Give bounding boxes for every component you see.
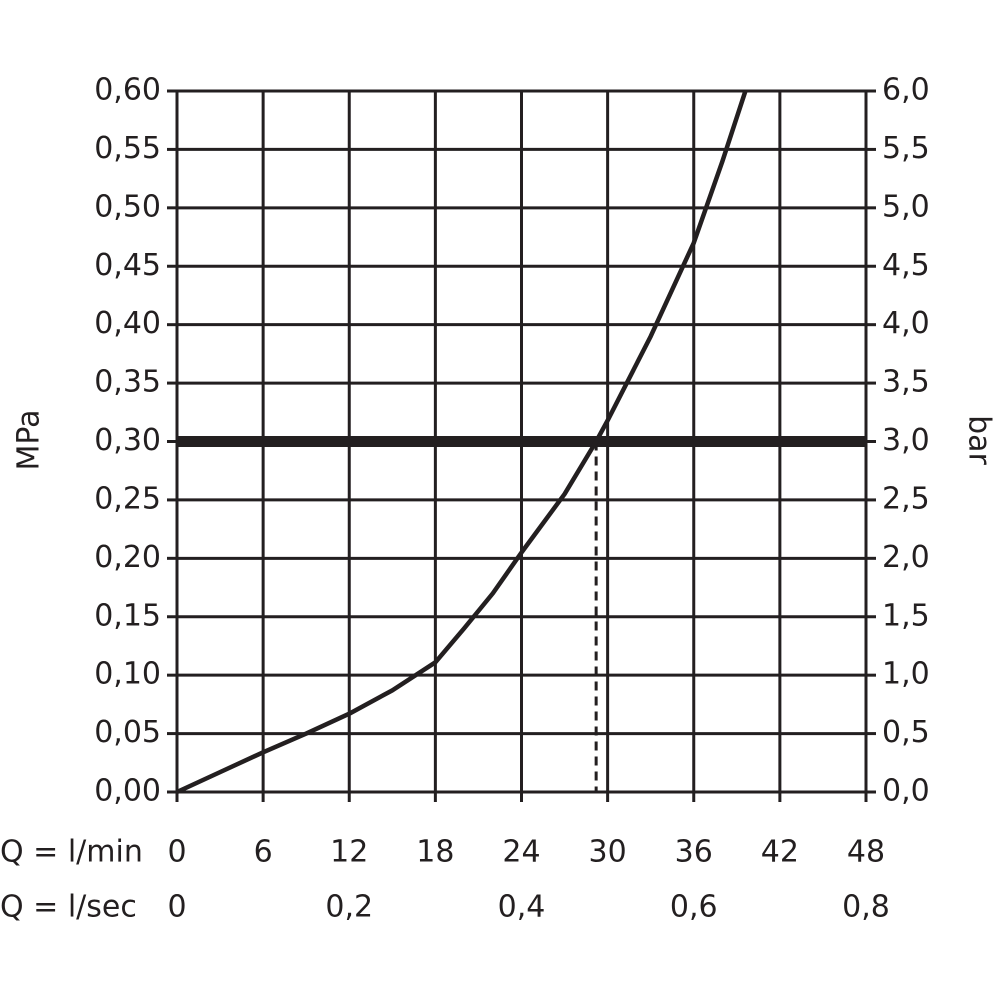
x-tick-label: 24: [502, 835, 540, 870]
y-tick-label: 0,55: [94, 131, 161, 166]
y2-tick-label: 3,0: [882, 423, 930, 458]
x2-tick-label: 0,8: [842, 890, 890, 925]
y2-tick-label: 6,0: [882, 73, 930, 108]
y-tick-label: 0,10: [94, 657, 161, 692]
y2-tick-label: 1,0: [882, 657, 930, 692]
y2-tick-label: 5,5: [882, 131, 930, 166]
x-tick-label: 36: [675, 835, 713, 870]
y-tick-label: 0,50: [94, 189, 161, 224]
y-tick-label: 0,40: [94, 306, 161, 341]
y2-tick-label: 4,5: [882, 248, 930, 283]
y2-tick-label: 0,0: [882, 774, 930, 809]
y-tick-label: 0,35: [94, 365, 161, 400]
x-tick-label: 12: [330, 835, 368, 870]
y-tick-label: 0,45: [94, 248, 161, 283]
y-tick-label: 0,20: [94, 540, 161, 575]
x2-axis-label: Q = l/sec: [0, 890, 137, 925]
y-tick-label: 0,00: [94, 774, 161, 809]
y-tick-label: 0,30: [94, 423, 161, 458]
x-tick-label: 42: [761, 835, 799, 870]
y2-tick-label: 4,0: [882, 306, 930, 341]
x2-tick-label: 0,2: [325, 890, 373, 925]
x2-tick-label: 0: [167, 890, 186, 925]
y2-axis-label: bar: [962, 415, 997, 465]
x-tick-label: 48: [847, 835, 885, 870]
y-tick-label: 0,60: [94, 73, 161, 108]
y2-tick-label: 0,5: [882, 715, 930, 750]
x-tick-label: 30: [589, 835, 627, 870]
x-tick-label: 0: [167, 835, 186, 870]
y-tick-label: 0,05: [94, 715, 161, 750]
y2-tick-label: 3,5: [882, 365, 930, 400]
x-tick-label: 6: [254, 835, 273, 870]
curve: [176, 90, 748, 795]
x-tick-label: 18: [416, 835, 454, 870]
y2-tick-label: 5,0: [882, 189, 930, 224]
x2-tick-label: 0,6: [670, 890, 718, 925]
y-tick-label: 0,15: [94, 598, 161, 633]
x2-tick-label: 0,4: [498, 890, 546, 925]
y-axis-label: MPa: [12, 409, 47, 470]
x-axis-label: Q = l/min: [0, 835, 143, 870]
y2-tick-label: 1,5: [882, 598, 930, 633]
y2-tick-label: 2,5: [882, 481, 930, 516]
y2-tick-label: 2,0: [882, 540, 930, 575]
y-tick-label: 0,25: [94, 481, 161, 516]
